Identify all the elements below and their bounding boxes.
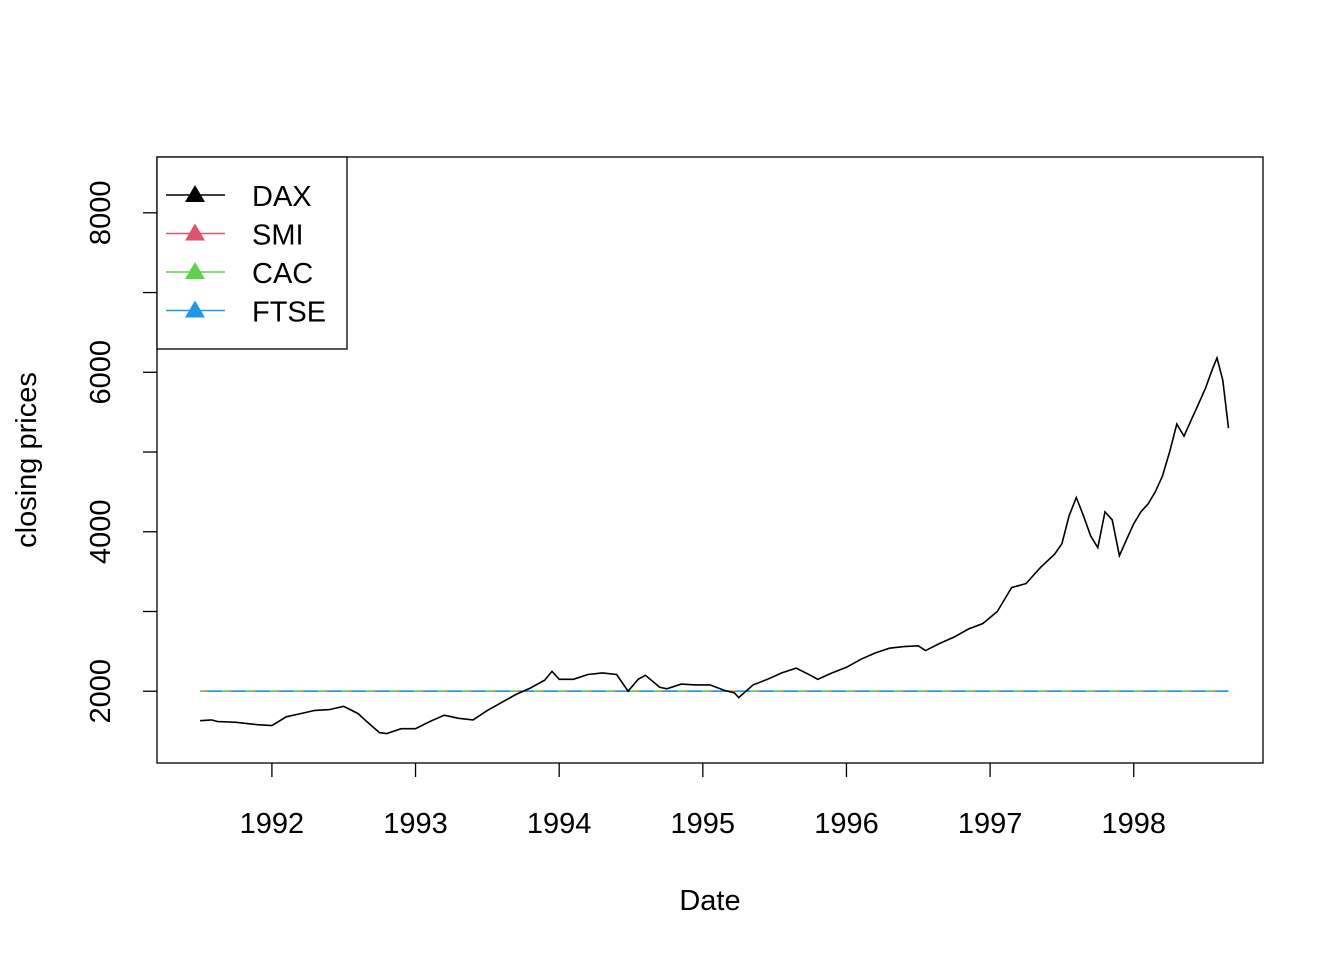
- x-axis-title: Date: [679, 885, 740, 917]
- x-tick-label: 1997: [958, 808, 1023, 840]
- y-tick-label: 6000: [85, 340, 117, 405]
- x-tick-label: 1998: [1101, 808, 1166, 840]
- legend-marker-smi: [185, 223, 205, 241]
- x-tick-label: 1992: [240, 808, 305, 840]
- legend-marker-cac: [185, 262, 205, 279]
- y-axis-title: closing prices: [11, 372, 43, 548]
- legend: DAX SMI CAC FTSE: [156, 156, 348, 350]
- legend-marker-dax: [185, 185, 205, 202]
- legend-marker-ftse: [185, 300, 205, 318]
- series-line-dax: [200, 355, 1230, 735]
- legend-label-dax: DAX: [252, 181, 312, 213]
- y-axis: 2000 4000 6000 8000: [85, 181, 157, 724]
- x-tick-label: 1993: [383, 808, 448, 840]
- x-tick-label: 1996: [814, 808, 879, 840]
- y-tick-label: 8000: [85, 181, 117, 246]
- plot-frame: [156, 156, 1264, 764]
- legend-label-smi: SMI: [252, 220, 304, 252]
- x-tick-label: 1995: [671, 808, 736, 840]
- x-tick-label: 1994: [527, 808, 592, 840]
- legend-label-cac: CAC: [252, 258, 313, 290]
- plot-lines: [200, 355, 1230, 735]
- y-tick-label: 4000: [85, 500, 117, 565]
- legend-label-ftse: FTSE: [252, 297, 326, 329]
- y-tick-label: 2000: [85, 659, 117, 724]
- x-axis: 1992 1993 1994 1995 1996 1997 1998: [240, 763, 1166, 840]
